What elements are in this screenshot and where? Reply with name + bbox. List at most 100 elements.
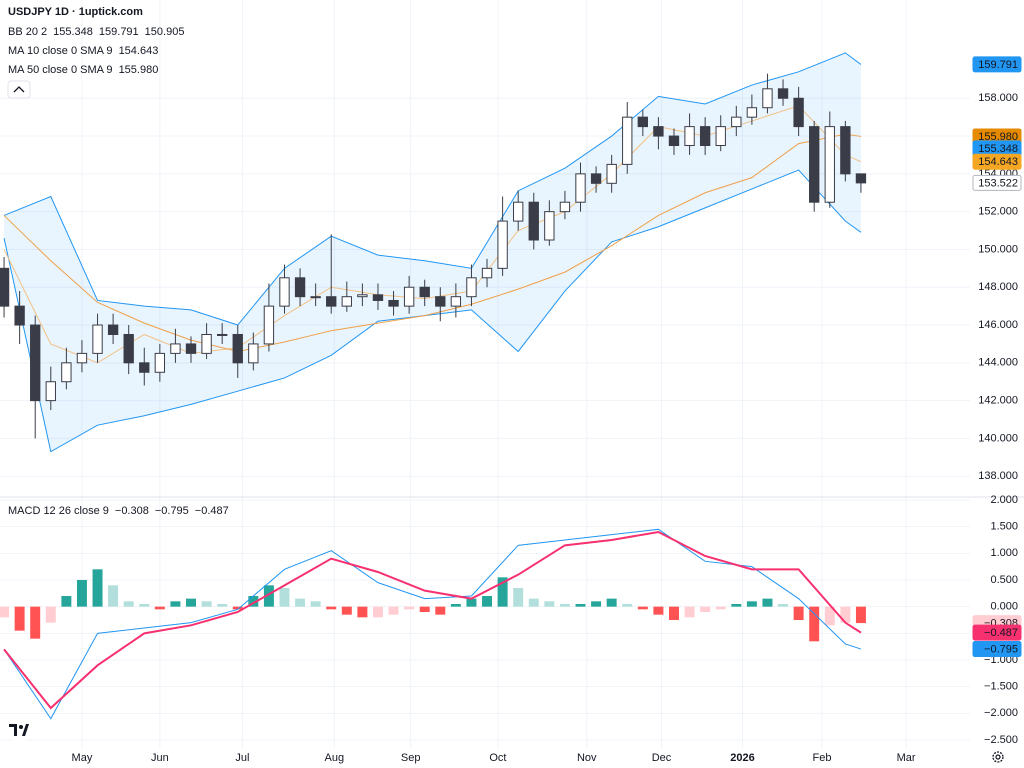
candle-body	[590, 173, 602, 184]
price-badge-label: 153.522	[978, 177, 1018, 189]
price-badge	[972, 153, 1022, 170]
candle-body	[606, 163, 617, 184]
macd-line	[3, 528, 862, 720]
macd-histogram-bar	[700, 606, 711, 612]
price-badge-label: −0.795	[984, 643, 1018, 655]
price-badge-label: 155.980	[978, 131, 1018, 143]
collapse-button[interactable]	[7, 80, 31, 99]
logo-dot	[19, 725, 23, 729]
gear-outer	[992, 751, 1004, 763]
legend-label: MA 10 close 0 SMA 9	[8, 45, 113, 57]
macd-histogram-bar	[606, 598, 617, 607]
candle-body	[668, 135, 680, 147]
x-tick-label: Aug	[325, 752, 345, 764]
x-tick-label: Jul	[235, 752, 249, 764]
candle-body	[76, 352, 88, 364]
candle-body	[575, 173, 586, 203]
macd-histogram-bar	[45, 606, 56, 623]
bollinger-lower	[3, 169, 862, 453]
macd-histogram-bar	[684, 606, 695, 618]
macd-histogram-bar	[793, 606, 804, 620]
macd-histogram-bar	[778, 603, 789, 607]
moving-average-line	[3, 133, 862, 353]
macd-histogram-bar	[61, 595, 72, 607]
legend-value: −0.795	[155, 505, 189, 517]
candle-body	[450, 296, 462, 307]
candle-body	[824, 126, 835, 203]
x-tick-label: May	[72, 752, 93, 764]
candle-body	[855, 173, 867, 184]
grid-layer	[0, 0, 970, 748]
candle-body	[123, 333, 134, 364]
x-tick-label: Nov	[577, 752, 597, 764]
macd-histogram-bar	[357, 606, 368, 618]
legend-label: BB 20 2	[8, 26, 47, 38]
price-badge-label: 154.643	[978, 156, 1018, 168]
macd-tick-label: 1.000	[990, 547, 1018, 559]
macd-histogram-bar	[92, 569, 103, 607]
macd-histogram-bar	[30, 606, 41, 639]
candle-body	[357, 294, 368, 298]
legend-label: MA 50 close 0 SMA 9	[8, 64, 113, 76]
x-tick-label: Mar	[897, 752, 916, 764]
candle-body	[170, 343, 181, 354]
price-badge	[972, 174, 1022, 191]
y-tick-label: 152.000	[978, 206, 1018, 218]
y-tick-label: 144.000	[978, 357, 1018, 369]
legend-value: −0.487	[195, 505, 229, 517]
y-tick-label: 146.000	[978, 319, 1018, 331]
macd-histogram-bar	[201, 601, 212, 607]
macd-histogram-bar	[326, 606, 337, 610]
collapse-chevron	[13, 86, 25, 93]
candle-body	[762, 88, 773, 109]
x-tick-label: Dec	[652, 752, 672, 764]
x-tick-label: 2026	[730, 752, 754, 764]
macd-histogram-bar	[575, 603, 586, 607]
candle-body	[154, 352, 166, 373]
macd-histogram-bar	[123, 601, 134, 607]
legend-value: 155.348	[53, 26, 93, 38]
candle-body	[294, 277, 306, 298]
candle-body	[544, 211, 555, 241]
logo-glyph	[22, 724, 29, 736]
macd-histogram-bar	[528, 598, 539, 607]
macd-histogram-bar	[310, 601, 321, 607]
candle-body	[216, 333, 228, 336]
candle-body	[777, 88, 789, 99]
logo[interactable]	[6, 719, 32, 741]
candle-body	[61, 362, 72, 383]
price-badge	[972, 641, 1022, 658]
legend-value: 150.905	[145, 26, 185, 38]
macd-histogram-bar	[0, 606, 10, 618]
candle-body	[45, 381, 56, 402]
macd-histogram-bar	[746, 601, 757, 607]
macd-tick-label: −2.000	[984, 707, 1018, 719]
price-badge-label: 155.348	[978, 143, 1018, 155]
macd-histogram-bar	[544, 601, 555, 607]
bollinger-fill	[4, 52, 861, 452]
candle-body	[372, 294, 384, 301]
signal-line	[3, 530, 862, 710]
candle-body	[232, 333, 243, 364]
x-tick-label: Feb	[813, 752, 832, 764]
candle-body	[310, 296, 321, 299]
y-tick-label: 150.000	[978, 243, 1018, 255]
candle-body	[559, 201, 571, 213]
macd-histogram-bar	[404, 606, 415, 610]
macd-tick-label: 2.000	[990, 494, 1018, 506]
x-tick-label: Oct	[489, 752, 506, 764]
candle-body	[497, 220, 508, 269]
settings-button[interactable]	[992, 751, 1004, 763]
candle-body	[637, 116, 648, 128]
x-tick-label: Sep	[401, 752, 421, 764]
macd-histogram-bar	[762, 598, 773, 607]
collapse-button-frame[interactable]	[7, 80, 31, 99]
macd-histogram-bar	[622, 603, 633, 607]
candle-body	[809, 126, 820, 203]
candle-body	[731, 116, 742, 128]
y-tick-label: 148.000	[978, 281, 1018, 293]
price-badge	[972, 624, 1022, 641]
candle-body	[435, 296, 446, 307]
macd-histogram-bar	[14, 606, 25, 631]
